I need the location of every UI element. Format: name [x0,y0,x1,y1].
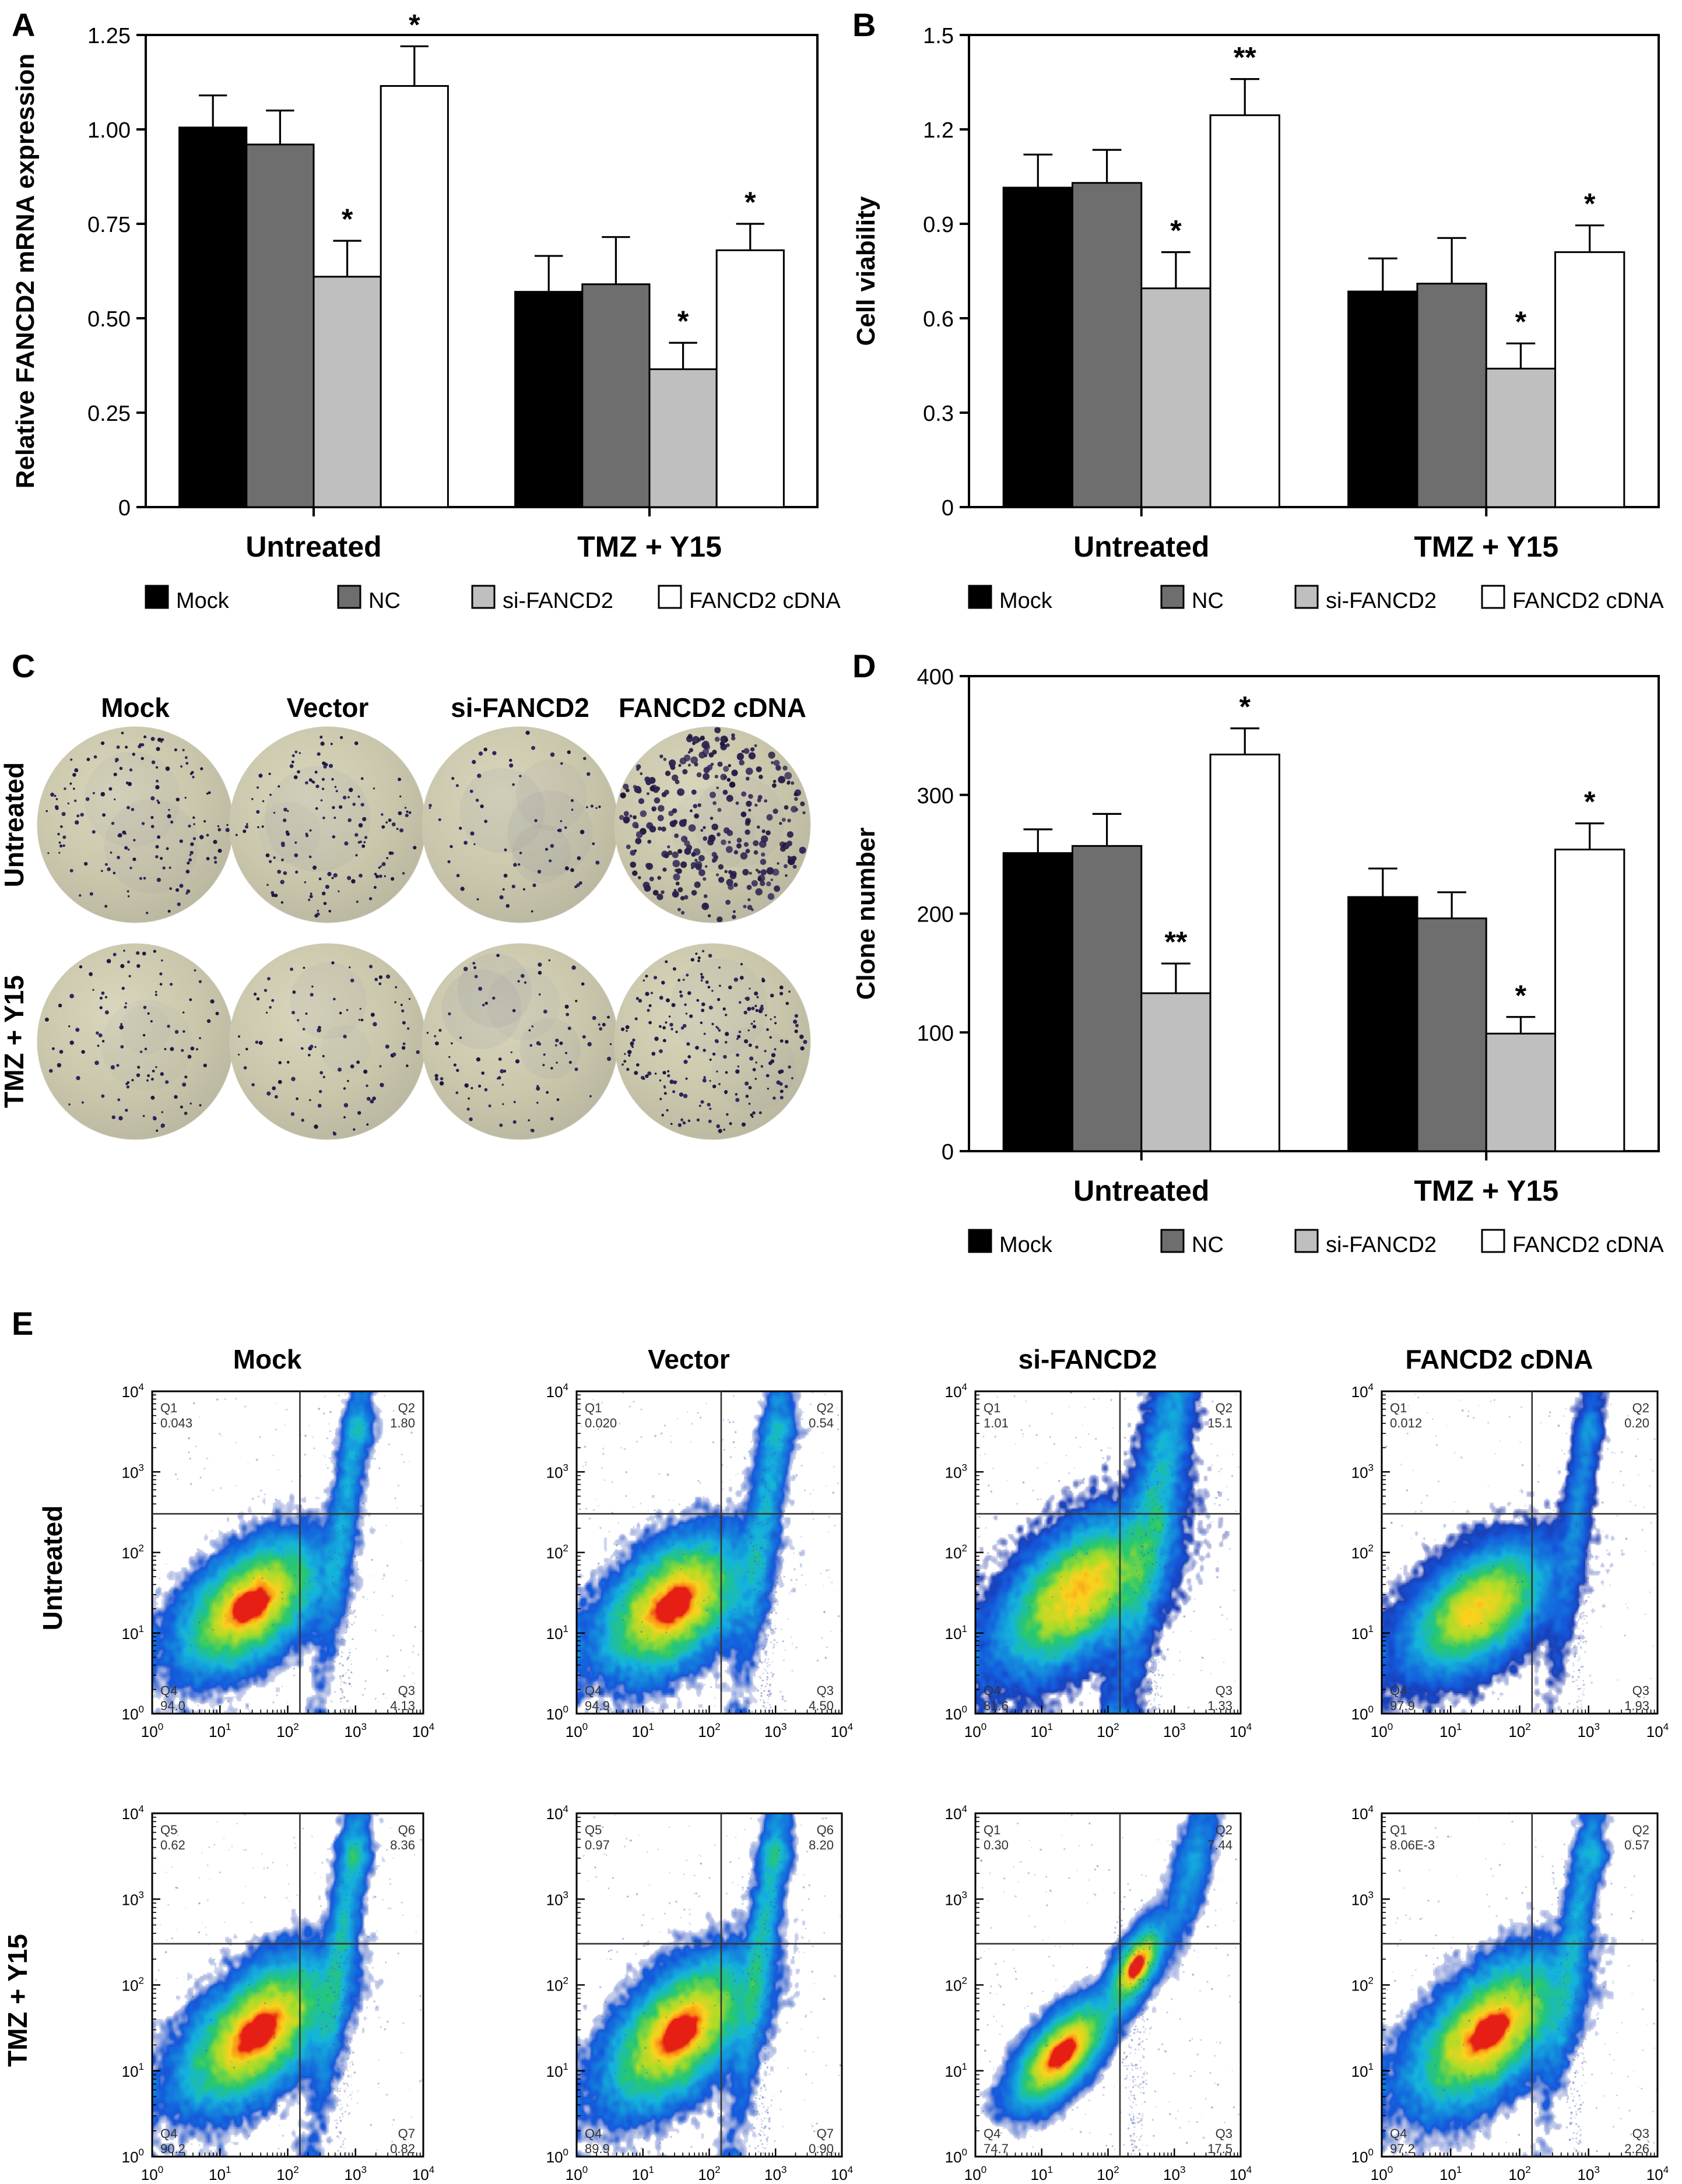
svg-text:**: ** [1234,41,1256,74]
svg-text:0.6: 0.6 [923,307,954,332]
svg-text:**: ** [1164,926,1187,958]
svg-text:si-FANCD2: si-FANCD2 [451,692,589,723]
svg-text:*: * [745,186,756,219]
svg-text:400: 400 [917,665,954,690]
svg-text:NC: NC [368,589,401,613]
svg-text:Relative FANCD2 mRNA expressio: Relative FANCD2 mRNA expression [11,54,40,489]
svg-text:*: * [1515,979,1527,1012]
svg-text:Mock: Mock [999,1233,1053,1257]
svg-text:*: * [1239,691,1251,723]
svg-text:Mock: Mock [101,692,170,723]
svg-text:100: 100 [917,1021,954,1046]
svg-text:0.3: 0.3 [923,402,954,426]
svg-text:0.25: 0.25 [87,402,131,426]
svg-text:0: 0 [942,1140,954,1165]
svg-text:TMZ + Y15: TMZ + Y15 [0,975,29,1108]
svg-text:TMZ + Y15: TMZ + Y15 [1414,1174,1558,1207]
svg-text:1.00: 1.00 [87,118,131,143]
svg-text:1.5: 1.5 [923,24,954,48]
svg-text:0.50: 0.50 [87,307,131,332]
svg-text:FANCD2 cDNA: FANCD2 cDNA [1512,589,1664,613]
svg-text:si-FANCD2: si-FANCD2 [503,589,613,613]
svg-text:NC: NC [1192,1233,1224,1257]
svg-text:*: * [342,203,353,235]
svg-text:Untreated: Untreated [1073,1174,1209,1207]
svg-text:0.9: 0.9 [923,213,954,237]
svg-text:*: * [409,8,420,41]
svg-text:Mock: Mock [176,589,230,613]
svg-text:si-FANCD2: si-FANCD2 [1326,1233,1437,1257]
svg-text:*: * [1584,188,1596,220]
svg-text:TMZ + Y15: TMZ + Y15 [577,530,722,563]
svg-text:0.75: 0.75 [87,213,131,237]
svg-text:Untreated: Untreated [245,530,381,563]
svg-text:Cell viability: Cell viability [852,196,880,346]
svg-text:Untreated: Untreated [1073,530,1209,563]
svg-text:Clone number: Clone number [852,828,880,1000]
svg-text:*: * [1584,786,1596,818]
svg-text:FANCD2 cDNA: FANCD2 cDNA [1512,1233,1664,1257]
svg-text:TMZ + Y15: TMZ + Y15 [1414,530,1558,563]
svg-text:Mock: Mock [999,589,1053,613]
svg-text:200: 200 [917,903,954,927]
svg-text:si-FANCD2: si-FANCD2 [1326,589,1437,613]
svg-text:0: 0 [118,496,131,520]
svg-text:300: 300 [917,784,954,808]
svg-text:Vector: Vector [287,692,369,723]
svg-text:Untreated: Untreated [0,762,29,888]
svg-text:NC: NC [1192,589,1224,613]
svg-text:1.2: 1.2 [923,118,954,143]
svg-text:1.25: 1.25 [87,24,131,48]
svg-text:*: * [1170,214,1182,247]
svg-text:FANCD2 cDNA: FANCD2 cDNA [619,692,806,723]
svg-text:*: * [1515,305,1527,338]
svg-text:*: * [677,305,689,337]
svg-text:0: 0 [942,496,954,520]
svg-text:FANCD2 cDNA: FANCD2 cDNA [689,589,841,613]
